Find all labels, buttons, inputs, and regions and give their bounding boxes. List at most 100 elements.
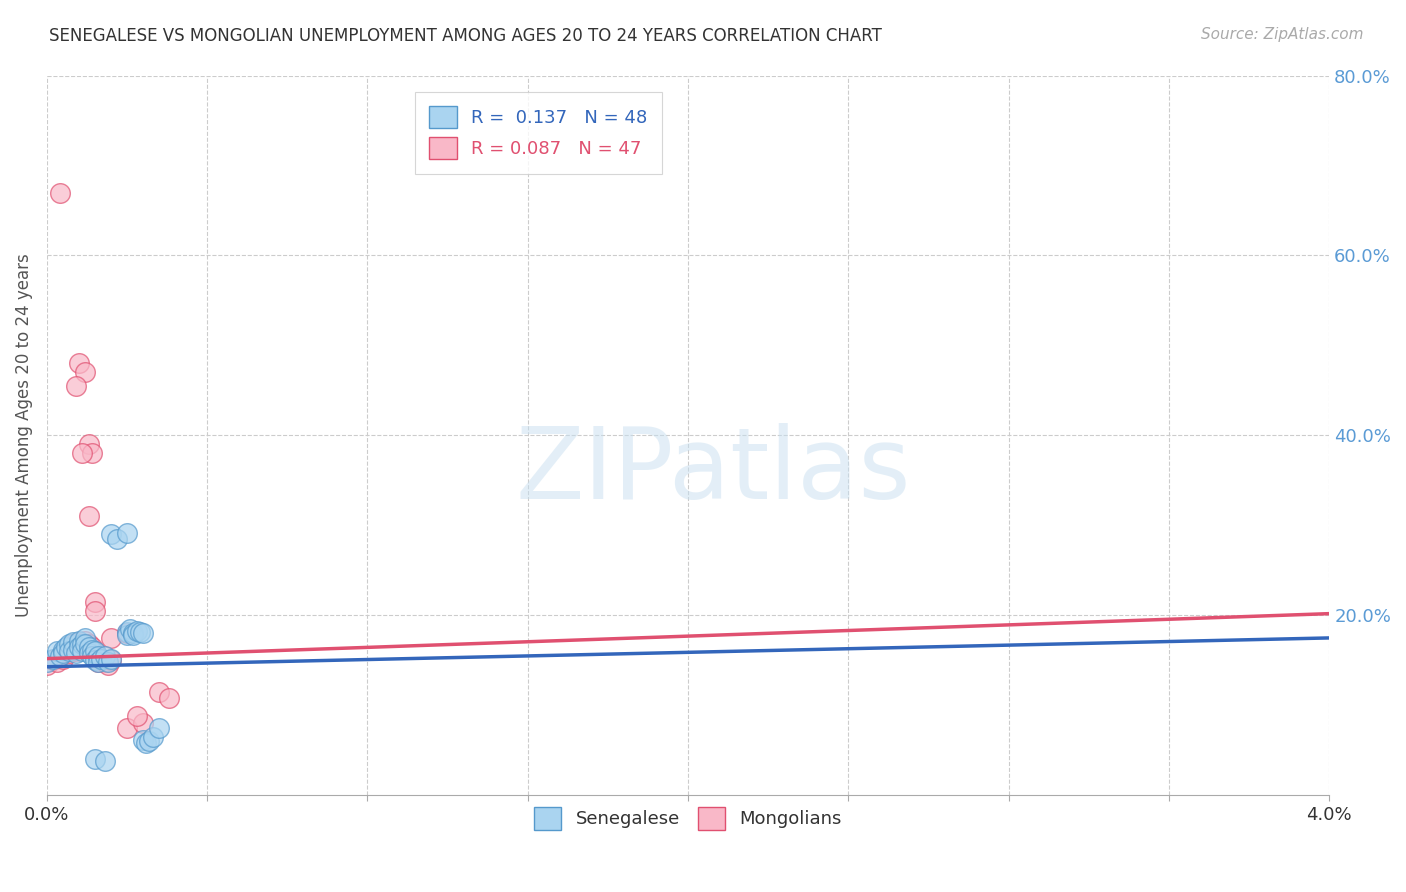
Point <box>115 628 138 642</box>
Point <box>125 709 148 723</box>
Text: SENEGALESE VS MONGOLIAN UNEMPLOYMENT AMONG AGES 20 TO 24 YEARS CORRELATION CHART: SENEGALESE VS MONGOLIAN UNEMPLOYMENT AMO… <box>49 27 882 45</box>
Point <box>90 651 112 665</box>
Point <box>52 642 75 657</box>
Point <box>80 640 103 654</box>
Point <box>100 527 122 541</box>
Point <box>148 721 170 735</box>
Point <box>93 754 115 768</box>
Point <box>75 637 97 651</box>
Point <box>80 648 103 663</box>
Point <box>77 646 100 660</box>
Point <box>65 379 87 393</box>
Point <box>70 644 93 658</box>
Point <box>97 657 120 672</box>
Point <box>45 644 67 658</box>
Point <box>75 640 97 654</box>
Point <box>87 648 110 663</box>
Point <box>58 644 80 658</box>
Point <box>35 655 58 669</box>
Point <box>67 640 90 654</box>
Point <box>77 509 100 524</box>
Point <box>84 651 107 665</box>
Point <box>45 655 67 669</box>
Point <box>84 752 107 766</box>
Point <box>84 644 107 658</box>
Point <box>67 635 90 649</box>
Point <box>62 637 84 651</box>
Point <box>90 651 112 665</box>
Point <box>77 640 100 654</box>
Point <box>132 716 155 731</box>
Point <box>67 356 90 370</box>
Text: ZIPatlas: ZIPatlas <box>516 423 911 520</box>
Point <box>62 642 84 657</box>
Point <box>75 633 97 648</box>
Point <box>70 642 93 657</box>
Point <box>80 646 103 660</box>
Point <box>48 648 70 663</box>
Point <box>115 721 138 735</box>
Point <box>42 653 65 667</box>
Point <box>84 595 107 609</box>
Point <box>138 734 160 748</box>
Point <box>70 446 93 460</box>
Point <box>62 635 84 649</box>
Point <box>157 691 180 706</box>
Point <box>70 637 93 651</box>
Point <box>132 626 155 640</box>
Point <box>58 637 80 651</box>
Point <box>70 637 93 651</box>
Point <box>132 732 155 747</box>
Point <box>77 644 100 658</box>
Point <box>75 366 97 380</box>
Point <box>42 651 65 665</box>
Point <box>115 626 138 640</box>
Point <box>115 525 138 540</box>
Point <box>97 655 120 669</box>
Point <box>62 642 84 657</box>
Point <box>128 624 150 639</box>
Point <box>80 642 103 657</box>
Point <box>35 657 58 672</box>
Point <box>55 640 77 654</box>
Point <box>77 437 100 451</box>
Point <box>84 604 107 618</box>
Point <box>67 633 90 648</box>
Point <box>67 640 90 654</box>
Point <box>100 651 122 665</box>
Point <box>84 653 107 667</box>
Point <box>52 646 75 660</box>
Point <box>84 644 107 658</box>
Point <box>65 644 87 658</box>
Point <box>52 651 75 665</box>
Point <box>48 648 70 663</box>
Point <box>87 648 110 663</box>
Point <box>115 624 138 639</box>
Point <box>87 655 110 669</box>
Legend: Senegalese, Mongolians: Senegalese, Mongolians <box>520 793 856 844</box>
Point <box>148 685 170 699</box>
Point <box>75 631 97 645</box>
Point <box>122 628 145 642</box>
Point <box>125 624 148 638</box>
Point <box>135 736 157 750</box>
Y-axis label: Unemployment Among Ages 20 to 24 years: Unemployment Among Ages 20 to 24 years <box>15 253 32 617</box>
Point <box>58 640 80 654</box>
Point <box>122 626 145 640</box>
Point <box>87 655 110 669</box>
Point <box>93 655 115 669</box>
Point <box>120 622 142 636</box>
Point <box>100 653 122 667</box>
Point <box>58 646 80 660</box>
Point <box>80 446 103 460</box>
Point <box>55 644 77 658</box>
Text: Source: ZipAtlas.com: Source: ZipAtlas.com <box>1201 27 1364 42</box>
Point <box>48 186 70 200</box>
Point <box>107 532 129 546</box>
Point <box>93 648 115 663</box>
Point <box>77 637 100 651</box>
Point <box>65 646 87 660</box>
Point <box>100 631 122 645</box>
Point <box>142 730 165 744</box>
Point <box>52 646 75 660</box>
